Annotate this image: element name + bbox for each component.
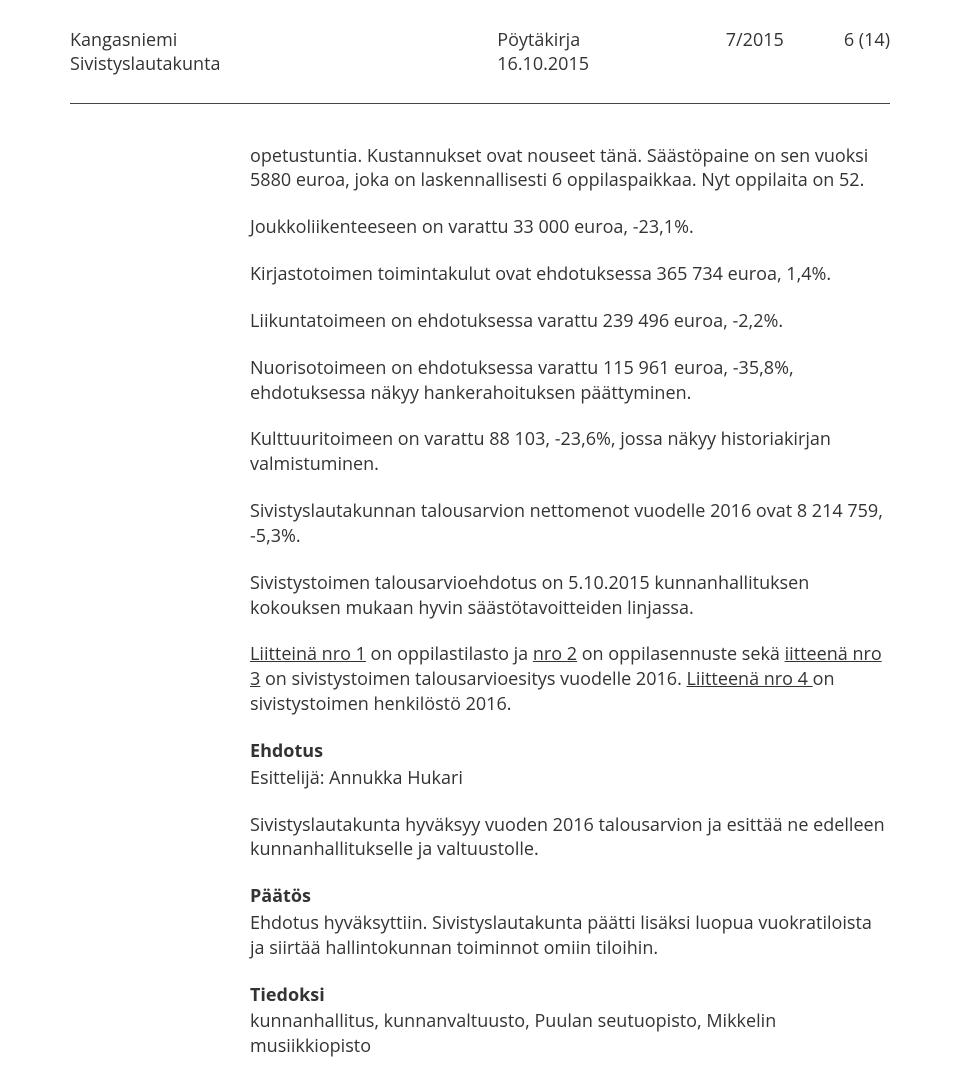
- header-center: Pöytäkirja 16.10.2015: [497, 28, 589, 77]
- paragraph: Sivistyslautakunnan talousarvion nettome…: [250, 499, 890, 549]
- section-heading: Päätös: [250, 884, 890, 909]
- attachment-link: nro 2: [533, 642, 577, 666]
- doc-number: 7/2015: [726, 28, 784, 77]
- attachment-link: Liitteenä nro 4: [687, 667, 813, 691]
- doc-type: Pöytäkirja: [497, 28, 589, 52]
- section-tiedoksi: Tiedoksi kunnanhallitus, kunnanvaltuusto…: [250, 983, 890, 1059]
- text: on sivistystoimen talousarvioesitys vuod…: [260, 667, 686, 691]
- section-ehdotus: Ehdotus Esittelijä: Annukka Hukari: [250, 739, 890, 791]
- section-heading: Tiedoksi: [250, 983, 890, 1008]
- section-paatos: Päätös Ehdotus hyväksyttiin. Sivistyslau…: [250, 884, 890, 960]
- paragraph: Nuorisotoimeen on ehdotuksessa varattu 1…: [250, 356, 890, 406]
- paragraph: Kirjastotoimen toimintakulut ovat ehdotu…: [250, 262, 890, 287]
- header-left: Kangasniemi Sivistyslautakunta: [70, 28, 221, 77]
- header-divider: [70, 103, 890, 104]
- paragraph: Ehdotus hyväksyttiin. Sivistyslautakunta…: [250, 911, 890, 961]
- attachment-link: Liitteinä nro 1: [250, 642, 366, 666]
- paragraph: opetustuntia. Kustannukset ovat nouseet …: [250, 144, 890, 194]
- paragraph: kunnanhallitus, kunnanvaltuusto, Puulan …: [250, 1009, 890, 1059]
- doc-date: 16.10.2015: [497, 52, 589, 76]
- paragraph: Sivistyslautakunta hyväksyy vuoden 2016 …: [250, 813, 890, 863]
- text: on oppilasennuste sekä: [577, 642, 785, 666]
- header-right: 7/2015 6 (14): [726, 28, 890, 77]
- page-number: 6 (14): [844, 28, 890, 77]
- paragraph: Joukkoliikenteeseen on varattu 33 000 eu…: [250, 215, 890, 240]
- presenter-line: Esittelijä: Annukka Hukari: [250, 766, 890, 791]
- section-heading: Ehdotus: [250, 739, 890, 764]
- paragraph: Sivistystoimen talousarvioehdotus on 5.1…: [250, 571, 890, 621]
- document-body: opetustuntia. Kustannukset ovat nouseet …: [70, 144, 890, 1060]
- document-page: Kangasniemi Sivistyslautakunta Pöytäkirj…: [0, 0, 960, 1079]
- org-name: Kangasniemi: [70, 28, 221, 52]
- paragraph: Liikuntatoimeen on ehdotuksessa varattu …: [250, 309, 890, 334]
- paragraph-attachments: Liitteinä nro 1 on oppilastilasto ja nro…: [250, 642, 890, 716]
- text: on oppilastilasto ja: [366, 642, 533, 666]
- board-name: Sivistyslautakunta: [70, 52, 221, 76]
- paragraph: Kulttuuritoimeen on varattu 88 103, -23,…: [250, 427, 890, 477]
- page-header: Kangasniemi Sivistyslautakunta Pöytäkirj…: [70, 28, 890, 77]
